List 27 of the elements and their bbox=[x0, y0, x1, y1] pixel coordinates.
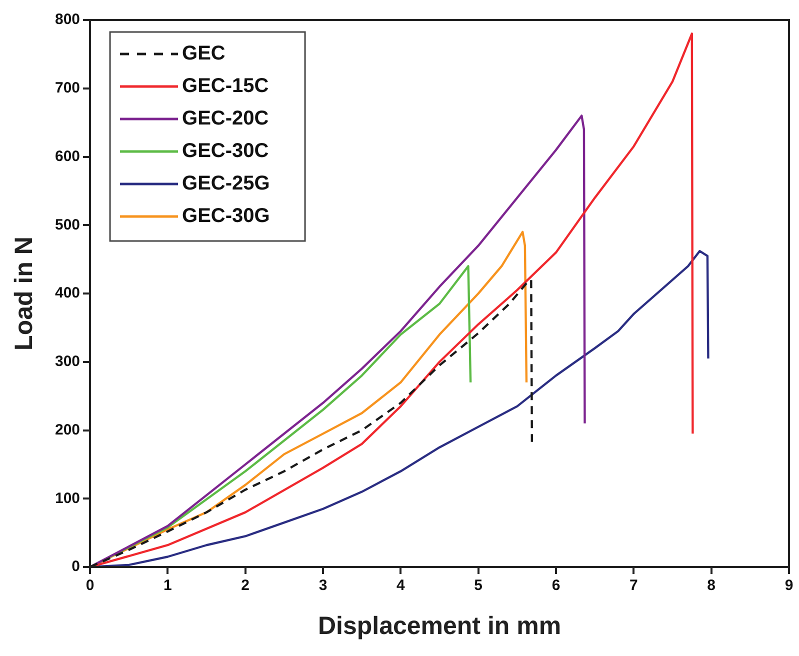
x-tick-label: 5 bbox=[474, 577, 483, 594]
y-tick-label: 800 bbox=[54, 11, 80, 28]
x-tick-label: 1 bbox=[164, 577, 172, 594]
legend-label: GEC-15C bbox=[182, 75, 269, 98]
legend-label: GEC bbox=[182, 42, 226, 65]
y-tick-label: 100 bbox=[54, 490, 80, 507]
x-tick-label: 2 bbox=[241, 577, 250, 594]
x-tick-label: 4 bbox=[396, 577, 406, 594]
x-tick-label: 6 bbox=[552, 577, 560, 594]
y-tick-label: 400 bbox=[54, 284, 80, 302]
x-tick-label: 8 bbox=[707, 577, 716, 594]
y-axis-title: Load in N bbox=[10, 236, 38, 350]
y-tick-label: 0 bbox=[72, 558, 80, 576]
y-tick-label: 500 bbox=[54, 216, 80, 234]
legend-label: GEC-20C bbox=[182, 108, 269, 130]
y-tick-label: 600 bbox=[54, 148, 80, 165]
x-tick-label: 7 bbox=[630, 577, 638, 594]
x-tick-label: 3 bbox=[318, 577, 328, 594]
y-tick-label: 300 bbox=[54, 353, 80, 370]
x-tick-label: 0 bbox=[86, 577, 94, 594]
y-tick-label: 700 bbox=[54, 80, 80, 97]
y-tick-label: 200 bbox=[54, 421, 80, 438]
legend-label: GEC-25G bbox=[182, 172, 270, 195]
legend-label: GEC-30G bbox=[182, 205, 270, 228]
x-axis-title: Displacement in mm bbox=[318, 612, 562, 640]
x-tick-label: 9 bbox=[784, 577, 794, 594]
legend-label: GEC-30C bbox=[182, 140, 269, 162]
